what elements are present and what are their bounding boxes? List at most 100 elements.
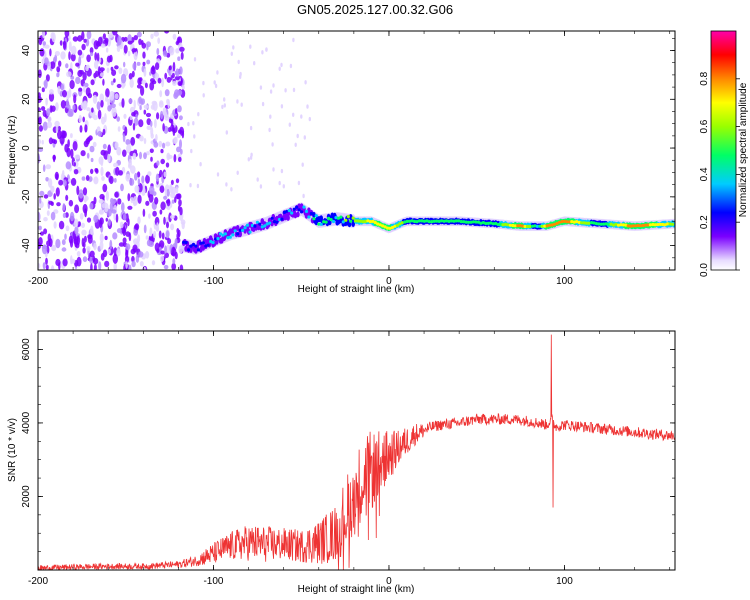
noise-speckle bbox=[65, 63, 69, 69]
noise-speckle bbox=[196, 183, 200, 189]
noise-speckle bbox=[135, 113, 138, 120]
noise-speckle bbox=[107, 98, 110, 107]
noise-speckle bbox=[43, 194, 49, 199]
noise-speckle bbox=[136, 61, 141, 66]
signal-core bbox=[189, 244, 193, 248]
noise-speckle bbox=[47, 121, 52, 129]
noise-speckle bbox=[85, 175, 90, 181]
signal-core bbox=[218, 232, 223, 236]
signal-core bbox=[250, 223, 254, 228]
signal-mark bbox=[296, 211, 300, 218]
noise-speckle bbox=[81, 43, 86, 51]
noise-speckle bbox=[95, 168, 99, 174]
noise-speckle bbox=[137, 178, 141, 186]
noise-speckle bbox=[261, 101, 265, 107]
signal-core bbox=[238, 228, 242, 232]
noise-speckle bbox=[114, 191, 119, 198]
signal-core bbox=[499, 222, 503, 226]
noise-speckle bbox=[169, 46, 175, 56]
noise-speckle bbox=[118, 67, 123, 75]
noise-speckle bbox=[256, 177, 259, 182]
noise-speckle bbox=[163, 216, 166, 225]
signal-core bbox=[231, 233, 235, 237]
noise-speckle bbox=[45, 257, 48, 265]
noise-speckle bbox=[296, 133, 299, 139]
noise-speckle bbox=[92, 94, 98, 104]
noise-speckle bbox=[137, 194, 142, 204]
noise-speckle bbox=[98, 66, 101, 76]
noise-speckle bbox=[170, 119, 174, 127]
x-tick-label: 100 bbox=[556, 576, 573, 587]
noise-speckle bbox=[214, 83, 218, 89]
noise-speckle bbox=[133, 99, 136, 110]
snr-marks bbox=[38, 334, 675, 570]
noise-speckle bbox=[289, 63, 293, 69]
signal-core bbox=[648, 223, 653, 227]
noise-speckle bbox=[46, 108, 51, 117]
noise-speckle bbox=[177, 56, 181, 61]
noise-speckle bbox=[151, 65, 155, 72]
noise-speckle bbox=[166, 198, 171, 207]
noise-speckle bbox=[93, 242, 97, 251]
noise-speckle bbox=[145, 200, 150, 206]
noise-speckle bbox=[87, 234, 93, 244]
colorbar-tick-label: 0.4 bbox=[699, 167, 710, 181]
noise-speckle bbox=[175, 68, 180, 77]
noise-speckle bbox=[120, 73, 127, 84]
noise-speckle bbox=[149, 81, 155, 91]
noise-speckle bbox=[111, 107, 117, 117]
noise-speckle bbox=[131, 260, 136, 268]
spectrogram-xlabel: Height of straight line (km) bbox=[298, 284, 415, 295]
noise-speckle bbox=[100, 72, 104, 77]
noise-speckle bbox=[164, 31, 170, 34]
signal-core bbox=[226, 236, 230, 240]
noise-speckle bbox=[89, 202, 94, 210]
signal-core bbox=[245, 223, 250, 227]
noise-speckle bbox=[66, 71, 72, 78]
signal-core bbox=[489, 221, 493, 225]
noise-speckle bbox=[80, 102, 85, 110]
noise-speckle bbox=[70, 53, 76, 62]
noise-speckle bbox=[146, 125, 152, 130]
noise-speckle bbox=[97, 36, 103, 47]
noise-speckle bbox=[176, 89, 183, 96]
noise-speckle bbox=[292, 87, 296, 93]
noise-speckle bbox=[56, 202, 61, 207]
noise-speckle bbox=[213, 80, 216, 85]
noise-speckle bbox=[82, 187, 88, 196]
y-tick-label: -20 bbox=[21, 189, 32, 204]
signal-core bbox=[528, 224, 532, 229]
noise-speckle bbox=[303, 135, 306, 140]
noise-speckle bbox=[41, 87, 45, 93]
noise-speckle bbox=[133, 35, 138, 41]
x-tick-label: -100 bbox=[203, 276, 223, 287]
noise-speckle bbox=[55, 187, 60, 197]
signal-core bbox=[410, 219, 414, 223]
y-tick-label: 20 bbox=[21, 93, 32, 105]
signal-core bbox=[319, 222, 323, 226]
noise-speckle bbox=[142, 61, 146, 66]
noise-speckle bbox=[168, 65, 172, 71]
signal-core bbox=[371, 219, 375, 223]
signal-core bbox=[341, 220, 345, 224]
noise-speckle bbox=[69, 211, 75, 222]
noise-speckle bbox=[239, 71, 242, 77]
noise-speckle bbox=[172, 61, 176, 72]
noise-speckle bbox=[154, 118, 157, 129]
signal-core bbox=[513, 224, 517, 228]
noise-speckle bbox=[164, 252, 170, 259]
noise-speckle bbox=[151, 80, 157, 85]
noise-speckle bbox=[272, 83, 275, 88]
noise-speckle bbox=[259, 184, 263, 189]
snr-ticks: -200 -100 0 100 2000 4000 6000 bbox=[21, 331, 675, 587]
noise-speckle bbox=[160, 110, 164, 120]
noise-speckle bbox=[42, 31, 45, 39]
noise-speckle bbox=[216, 172, 220, 177]
signal-core bbox=[607, 222, 611, 227]
signal-core bbox=[346, 214, 350, 219]
noise-speckle bbox=[271, 142, 274, 147]
noise-speckle bbox=[44, 44, 50, 49]
noise-speckle bbox=[107, 144, 111, 155]
signal-core bbox=[454, 219, 458, 223]
signal-core bbox=[503, 222, 508, 226]
